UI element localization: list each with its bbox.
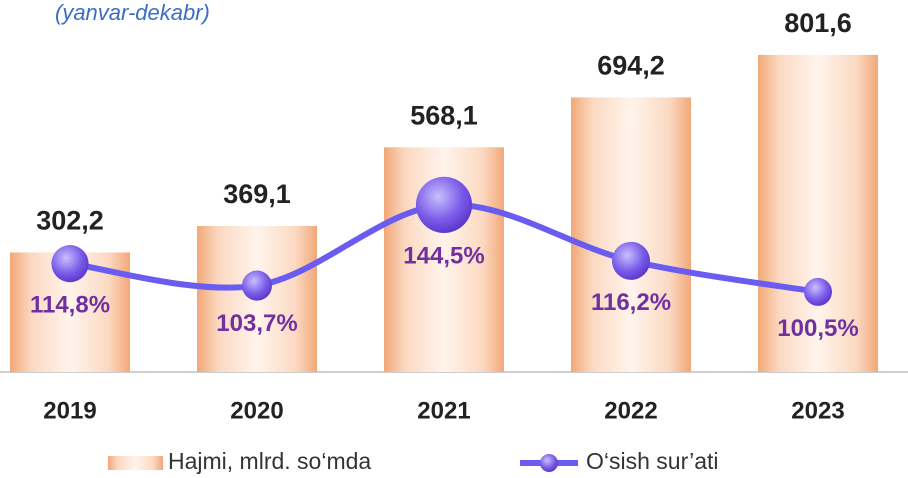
line-value-label: 144,5% (403, 242, 484, 269)
line-value-label: 114,8% (30, 292, 110, 319)
legend-label: Hajmi, mlrd. so‘mda (168, 448, 371, 474)
x-tick-label: 2019 (43, 397, 96, 424)
bar (571, 97, 691, 372)
x-tick-label: 2020 (230, 397, 283, 424)
line-marker (611, 241, 651, 280)
line-value-label: 116,2% (591, 289, 671, 316)
x-tick-label: 2022 (604, 397, 657, 424)
legend-label: O‘sish sur’ati (586, 448, 719, 474)
line-value-label: 103,7% (216, 310, 297, 337)
legend-marker (540, 454, 558, 472)
line-marker (804, 277, 832, 306)
bar-value-label: 694,2 (597, 51, 665, 81)
line-value-label: 100,5% (777, 315, 858, 342)
bar (758, 54, 878, 372)
x-tick-label: 2023 (791, 397, 844, 424)
line-marker (415, 176, 473, 233)
bar-value-label: 369,1 (223, 179, 291, 209)
bar-value-label: 801,6 (784, 8, 852, 38)
x-tick-label: 2021 (417, 397, 470, 424)
line-marker (51, 245, 89, 283)
subtitle: (yanvar-dekabr) (55, 0, 210, 25)
line-marker (241, 270, 273, 301)
bar-value-label: 302,2 (36, 206, 104, 236)
bar-value-label: 568,1 (410, 100, 478, 130)
legend-swatch (108, 456, 163, 470)
